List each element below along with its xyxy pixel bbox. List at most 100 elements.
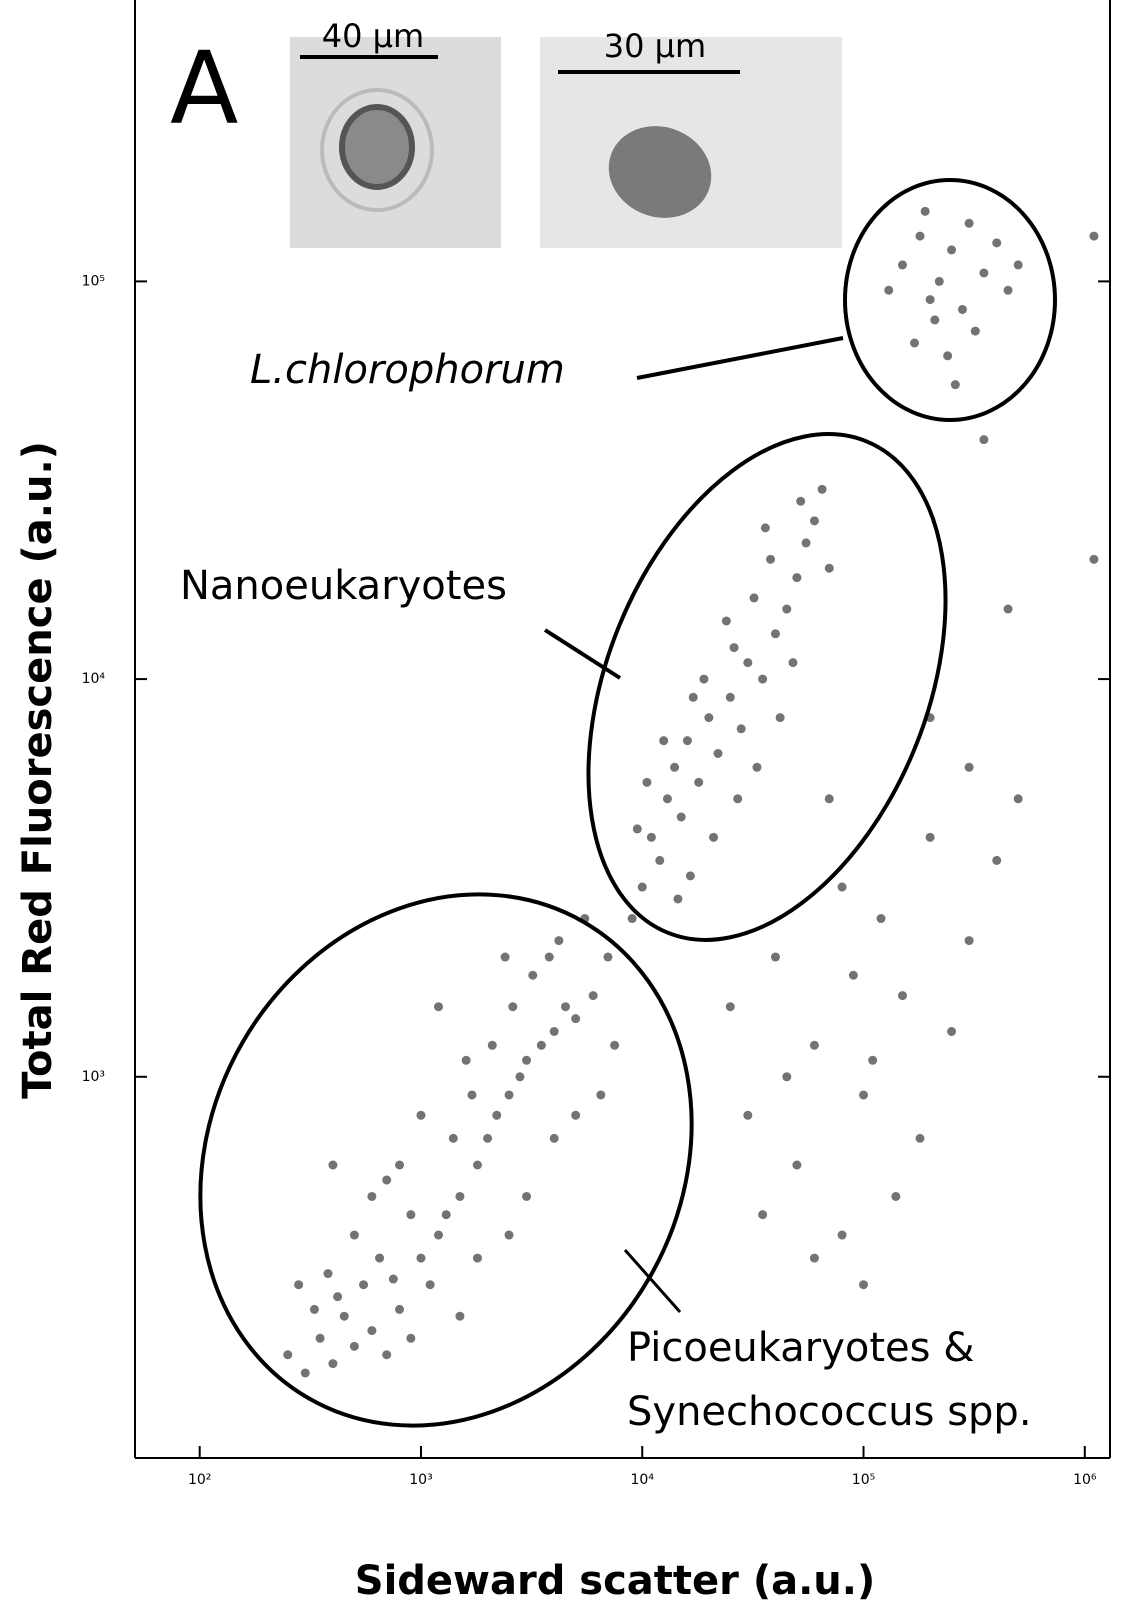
scale-bar-label: 30 µm — [604, 27, 706, 65]
point — [367, 1326, 377, 1336]
points — [283, 206, 1099, 1378]
point — [729, 643, 739, 653]
point — [673, 894, 683, 904]
point — [736, 724, 746, 734]
point — [964, 762, 974, 772]
point — [544, 952, 554, 962]
point — [328, 1359, 338, 1369]
cell-halo — [320, 88, 434, 212]
point — [859, 1280, 869, 1290]
point — [979, 435, 989, 445]
point — [725, 692, 735, 702]
point — [947, 245, 957, 255]
point — [395, 1304, 405, 1314]
point — [646, 832, 656, 842]
point — [283, 1350, 293, 1360]
point — [884, 285, 894, 295]
point — [685, 871, 695, 881]
point — [1003, 285, 1013, 295]
point — [637, 882, 647, 892]
point — [930, 315, 940, 325]
point — [1089, 554, 1099, 564]
point — [694, 777, 704, 787]
point — [487, 1040, 497, 1050]
point — [758, 1210, 768, 1220]
x-axis-title: Sideward scatter (a.u.) — [355, 1558, 875, 1604]
point — [758, 674, 768, 684]
point — [788, 658, 798, 668]
gate — [586, 432, 948, 942]
y-tick-label: 10³ — [82, 1069, 105, 1085]
point — [688, 692, 698, 702]
point — [300, 1368, 310, 1378]
point — [743, 1110, 753, 1120]
point — [782, 1072, 792, 1082]
x-tick-label: 10⁴ — [631, 1472, 655, 1488]
point — [610, 1040, 620, 1050]
point — [632, 824, 642, 834]
point — [588, 991, 598, 1001]
point — [323, 1269, 333, 1279]
gate — [843, 178, 1057, 422]
point — [670, 762, 680, 772]
point — [461, 1055, 471, 1065]
y-tick-label: 10⁴ — [82, 671, 106, 687]
point — [709, 832, 719, 842]
point — [676, 812, 686, 822]
point — [910, 338, 920, 348]
point — [655, 855, 665, 865]
point — [950, 380, 960, 390]
point — [957, 304, 967, 314]
point — [455, 1311, 465, 1321]
point — [339, 1311, 349, 1321]
point — [500, 952, 510, 962]
point — [571, 1014, 581, 1024]
point — [775, 713, 785, 723]
point — [725, 1002, 735, 1012]
point — [349, 1341, 359, 1351]
point — [627, 914, 637, 924]
point — [349, 1230, 359, 1240]
point — [388, 1274, 398, 1284]
point — [891, 1191, 901, 1201]
annotation: Nanoeukaryotes — [180, 563, 507, 609]
point — [508, 1002, 518, 1012]
point — [416, 1110, 426, 1120]
point — [333, 1292, 343, 1302]
point — [817, 484, 827, 494]
point — [483, 1133, 493, 1143]
point — [455, 1191, 465, 1201]
point — [915, 231, 925, 241]
point — [721, 616, 731, 626]
point — [504, 1230, 514, 1240]
point — [433, 1002, 443, 1012]
point — [328, 1160, 338, 1170]
point — [809, 1253, 819, 1263]
point — [704, 713, 714, 723]
point — [792, 1160, 802, 1170]
annotation: L.chlorophorum — [250, 347, 565, 393]
point — [796, 496, 806, 506]
point — [979, 268, 989, 278]
point — [375, 1253, 385, 1263]
point — [809, 516, 819, 526]
point — [492, 1110, 502, 1120]
point — [382, 1350, 392, 1360]
point — [662, 794, 672, 804]
point — [642, 777, 652, 787]
point — [943, 351, 953, 361]
point — [467, 1090, 477, 1100]
x-tick-label: 10⁶ — [1073, 1472, 1097, 1488]
leader-line — [543, 628, 622, 680]
point — [848, 970, 858, 980]
annotation: Picoeukaryotes & — [627, 1325, 974, 1371]
x-tick-label: 10⁵ — [852, 1472, 875, 1488]
point — [294, 1280, 304, 1290]
point — [770, 629, 780, 639]
x-tick-label: 10² — [188, 1472, 211, 1488]
point — [970, 326, 980, 336]
point — [433, 1230, 443, 1240]
point — [522, 1055, 532, 1065]
leader-line — [623, 1249, 682, 1313]
